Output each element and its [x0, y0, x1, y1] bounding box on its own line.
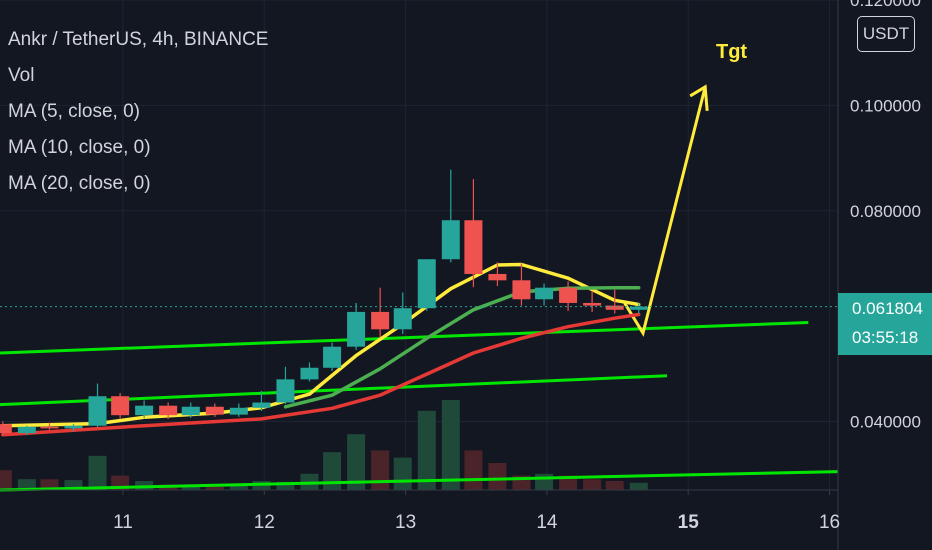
candle-body	[88, 396, 107, 426]
candle-body	[605, 305, 624, 310]
volume-bar	[40, 479, 59, 490]
volume-bar	[347, 434, 366, 490]
volume-bar	[393, 457, 412, 490]
volume-bar	[464, 450, 483, 490]
candle-body	[393, 308, 412, 330]
candle-body	[629, 306, 648, 310]
candle-body	[17, 426, 36, 434]
volume-bar	[488, 463, 507, 490]
candle-body	[417, 259, 436, 309]
candle-body	[229, 407, 248, 415]
candle-body	[159, 405, 178, 416]
legend-ma20[interactable]: MA (20, close, 0)	[8, 173, 151, 194]
candle-body	[464, 220, 483, 274]
volume-bar	[323, 452, 342, 490]
y-tick-label: 0.080000	[850, 202, 921, 221]
volume-bar	[88, 455, 107, 490]
y-tick-label: 0.100000	[850, 96, 921, 115]
candle-body	[535, 287, 554, 300]
candle-body	[371, 311, 390, 330]
volume-bar	[64, 480, 83, 490]
candle-body	[181, 406, 200, 416]
currency-badge[interactable]: USDT	[857, 16, 915, 52]
volume-bar	[205, 484, 224, 490]
candle-body	[64, 425, 83, 429]
volume-bar	[535, 473, 554, 490]
x-tick-label: 12	[254, 512, 275, 533]
legend-ma5[interactable]: MA (5, close, 0)	[8, 101, 140, 122]
candle-body	[347, 311, 366, 347]
volume-bar	[229, 484, 248, 490]
legend-ma10[interactable]: MA (10, close, 0)	[8, 137, 151, 158]
volume-bar	[441, 400, 460, 490]
legend-symbol-title[interactable]: Ankr / TetherUS, 4h, BINANCE	[8, 29, 269, 50]
y-tick-label: 0.040000	[850, 413, 921, 432]
volume-bar	[276, 481, 295, 490]
x-tick-label: 14	[536, 512, 558, 533]
candle-body	[441, 220, 460, 260]
candle-body	[488, 273, 507, 281]
ma-line	[1, 312, 641, 437]
candle-body	[276, 379, 295, 403]
legend-vol[interactable]: Vol	[8, 65, 35, 86]
candle-body	[135, 405, 154, 416]
volume-bar	[371, 450, 390, 490]
x-tick-label: 15	[678, 512, 700, 533]
ma-line	[283, 285, 641, 409]
volume-bar	[0, 470, 12, 490]
volume-bar	[605, 481, 624, 490]
candle-body	[300, 367, 319, 380]
candle-body	[559, 287, 578, 303]
bar-countdown: 03:55:18	[852, 328, 919, 347]
y-tick-label: 0.120000	[850, 0, 921, 10]
ma-line	[1, 262, 641, 428]
candle-body	[111, 396, 130, 416]
current-price-label: 0.061804	[852, 299, 923, 318]
volume-bar	[417, 410, 436, 490]
volume-bar	[559, 475, 578, 490]
candle-body	[40, 426, 59, 429]
volume-bar	[583, 479, 602, 490]
candle-layer	[0, 169, 648, 436]
trendline	[0, 321, 809, 355]
trendline	[0, 470, 839, 492]
candle-body	[205, 406, 224, 415]
volume-bar	[629, 482, 648, 490]
moving-average-layer	[1, 262, 641, 437]
candle-body	[512, 280, 531, 300]
x-tick-label: 11	[113, 512, 133, 533]
target-annotation: Tgt	[716, 41, 747, 63]
x-tick-label: 16	[819, 512, 840, 533]
candle-body	[583, 302, 602, 306]
candle-body	[252, 402, 271, 408]
chart-legend: Ankr / TetherUS, 4h, BINANCE Vol MA (5, …	[8, 22, 268, 202]
target-arrow-head	[689, 84, 709, 112]
volume-bar	[17, 479, 36, 490]
current-price-tag: 0.061804 03:55:18	[838, 293, 932, 355]
trendline	[623, 86, 707, 337]
x-tick-label: 13	[395, 512, 416, 533]
candle-body	[0, 424, 12, 434]
candle-body	[323, 346, 342, 368]
